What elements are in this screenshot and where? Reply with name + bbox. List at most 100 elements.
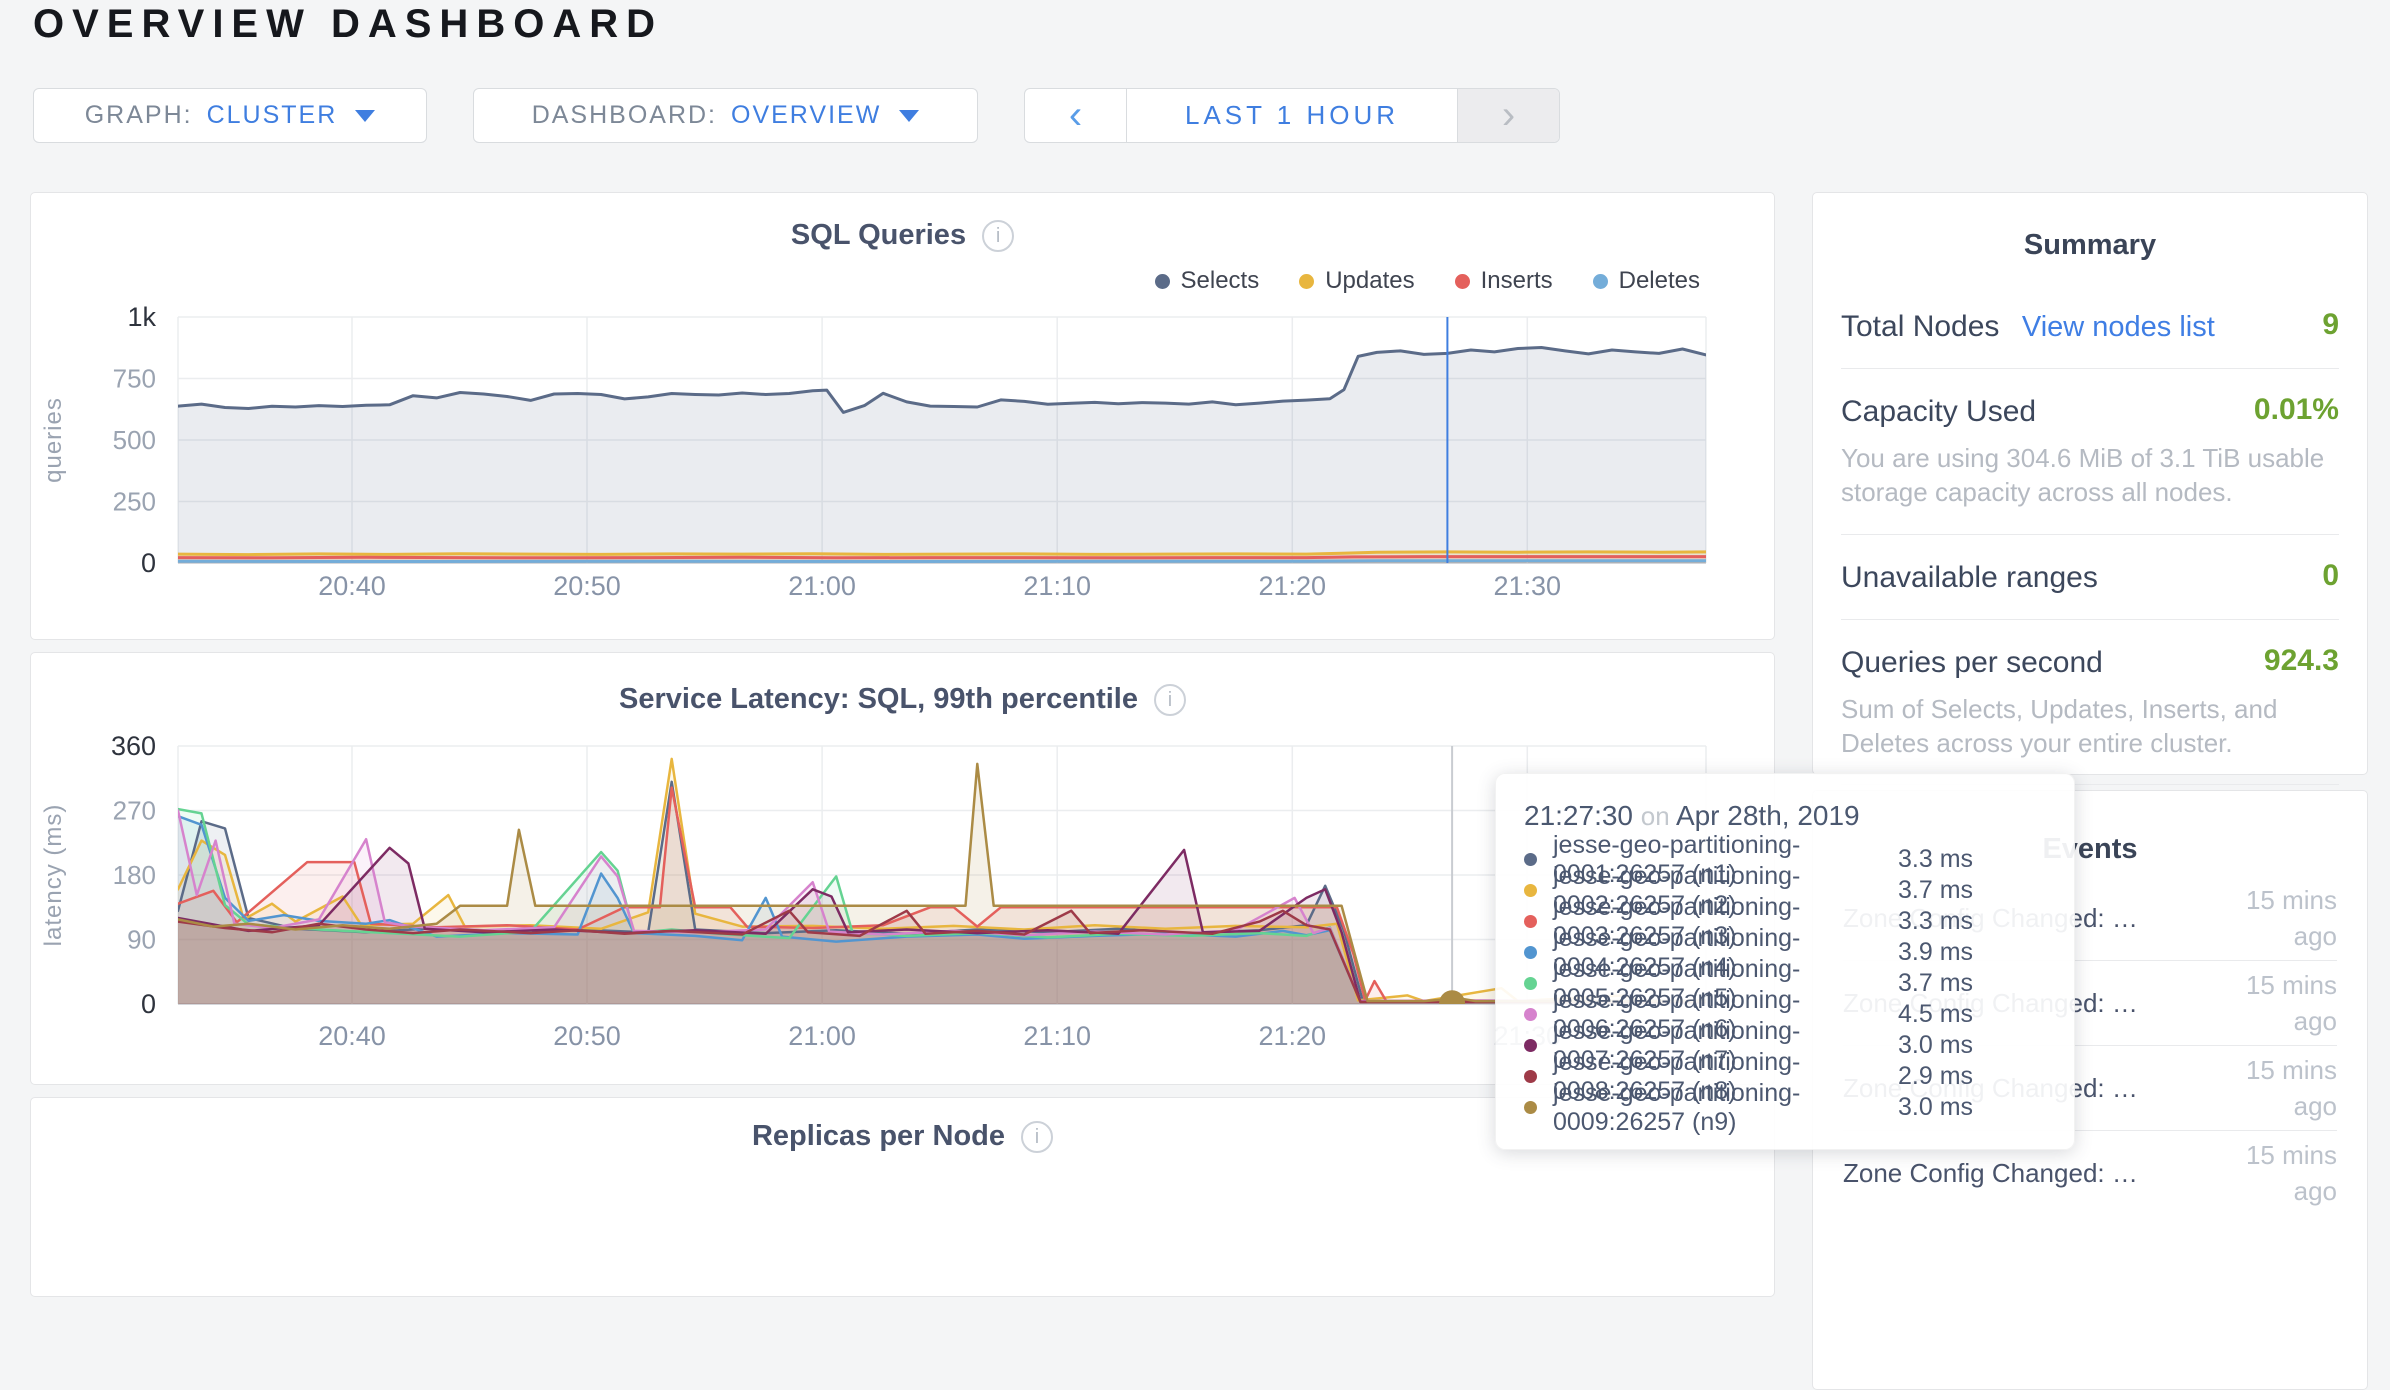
unavailable-ranges-label: Unavailable ranges xyxy=(1841,560,2098,594)
tooltip-node-label: jesse-geo-partitioning-0005:26257 (n5) xyxy=(1553,954,1801,1012)
time-prev-button[interactable]: ‹ xyxy=(1025,89,1127,142)
svg-text:21:30: 21:30 xyxy=(1494,571,1562,601)
svg-text:180: 180 xyxy=(113,860,156,890)
tooltip-node-label: jesse-geo-partitioning-0009:26257 (n9) xyxy=(1553,1078,1801,1136)
event-time: 15 mins ago xyxy=(2245,1055,2337,1121)
legend-label: Selects xyxy=(1180,267,1260,294)
svg-text:21:00: 21:00 xyxy=(788,1021,856,1051)
series-dot-icon xyxy=(1524,1008,1537,1021)
capacity-used-value: 0.01% xyxy=(2253,393,2339,426)
graph-dropdown-value: CLUSTER xyxy=(206,101,338,129)
total-nodes-label: Total Nodes xyxy=(1841,310,2000,343)
svg-text:21:00: 21:00 xyxy=(788,571,856,601)
qps-value: 924.3 xyxy=(2263,643,2339,677)
series-dot-icon xyxy=(1524,915,1537,928)
sql-queries-title-row: SQL Queries i xyxy=(31,219,1774,252)
service-latency-title-row: Service Latency: SQL, 99th percentile i xyxy=(31,683,1774,716)
tooltip-time: 21:27:30 xyxy=(1524,800,1633,831)
summary-row-unavailable-ranges: Unavailable ranges 0 xyxy=(1841,535,2339,620)
event-row[interactable]: Zone Config Changed: User... 15 mins ago xyxy=(1843,876,2337,961)
legend-label: Updates xyxy=(1325,267,1415,294)
summary-row-capacity: Capacity Used 0.01% You are using 304.6 … xyxy=(1841,369,2339,535)
svg-text:270: 270 xyxy=(113,796,156,826)
svg-text:90: 90 xyxy=(127,925,156,955)
time-next-button[interactable]: › xyxy=(1457,89,1559,142)
summary-title: Summary xyxy=(2023,229,2157,261)
svg-text:0: 0 xyxy=(141,989,156,1019)
chart-title: SQL Queries xyxy=(790,219,967,251)
service-latency-plot[interactable]: 0 90 180 270 360 20:40 20:50 21:00 21:10 21:20 21:… xyxy=(31,653,1776,1086)
time-range-button[interactable]: LAST 1 HOUR xyxy=(1184,100,1399,130)
tooltip-on: on xyxy=(1640,801,1670,831)
svg-text:20:40: 20:40 xyxy=(318,571,386,601)
svg-text:500: 500 xyxy=(113,425,156,455)
replicas-title-row: Replicas per Node i xyxy=(31,1120,1774,1153)
time-range-selector: ‹ LAST 1 HOUR › xyxy=(1024,88,1560,143)
tooltip-node-value: 3.7 ms xyxy=(1898,876,1974,904)
chevron-down-icon xyxy=(355,109,376,122)
series-dot-icon xyxy=(1524,977,1537,990)
legend-item[interactable]: Inserts xyxy=(1454,267,1553,295)
dashboard-dropdown-value: OVERVIEW xyxy=(731,101,882,129)
chevron-down-icon xyxy=(899,109,920,122)
tooltip-rows: jesse-geo-partitioning-0001:26257 (n1) 3… xyxy=(1524,831,2046,1136)
tooltip-node-label: jesse-geo-partitioning-0007:26257 (n7) xyxy=(1553,1016,1801,1074)
event-label: Zone Config Changed: User... xyxy=(1843,1157,2148,1188)
tooltip-node-value: 3.3 ms xyxy=(1898,907,1974,935)
tooltip-row: jesse-geo-partitioning-0002:26257 (n2) 3… xyxy=(1524,862,2046,919)
legend-item[interactable]: Deletes xyxy=(1592,267,1700,295)
tooltip-row: jesse-geo-partitioning-0009:26257 (n9) 3… xyxy=(1524,1079,2046,1136)
tooltip-node-value: 3.3 ms xyxy=(1898,845,1974,873)
page-title: OVERVIEW DASHBOARD xyxy=(33,2,663,46)
info-icon[interactable]: i xyxy=(1021,1120,1054,1153)
tooltip-node-label: jesse-geo-partitioning-0001:26257 (n1) xyxy=(1553,830,1801,888)
info-icon[interactable]: i xyxy=(1153,683,1186,716)
chart-title: Service Latency: SQL, 99th percentile xyxy=(619,683,1138,715)
legend-label: Inserts xyxy=(1480,267,1553,294)
chart-hover-tooltip: 21:27:30 on Apr 28th, 2019 jesse-geo-par… xyxy=(1495,773,2075,1150)
overview-dashboard-page: OVERVIEW DASHBOARD GRAPH: CLUSTER DASHBO… xyxy=(30,2,2368,1390)
capacity-used-label: Capacity Used xyxy=(1841,395,2037,428)
tooltip-node-label: jesse-geo-partitioning-0004:26257 (n4) xyxy=(1553,923,1801,981)
tooltip-node-value: 4.5 ms xyxy=(1898,1000,1974,1028)
series-dot-icon xyxy=(1524,1070,1537,1083)
graph-dropdown-label: GRAPH: xyxy=(84,101,193,129)
svg-text:20:40: 20:40 xyxy=(318,1021,386,1051)
tooltip-node-value: 2.9 ms xyxy=(1898,1062,1974,1090)
view-nodes-list-link[interactable]: View nodes list xyxy=(2021,311,2215,343)
tooltip-row: jesse-geo-partitioning-0005:26257 (n5) 3… xyxy=(1524,955,2046,1012)
tooltip-date: Apr 28th, 2019 xyxy=(1675,800,1860,831)
legend-item[interactable]: Selects xyxy=(1154,267,1260,295)
total-nodes-value: 9 xyxy=(2322,308,2339,341)
dashboard-dropdown-label: DASHBOARD: xyxy=(531,101,717,129)
series-dot-icon xyxy=(1524,853,1537,866)
series-dot-icon xyxy=(1524,1039,1537,1052)
unavailable-ranges-value: 0 xyxy=(2322,558,2339,592)
summary-row-total-nodes: Total Nodes View nodes list 9 xyxy=(1841,284,2339,369)
tooltip-node-value: 3.9 ms xyxy=(1898,938,1974,966)
dashboard-controls: GRAPH: CLUSTER DASHBOARD: OVERVIEW ‹ LAS… xyxy=(33,88,1560,143)
event-time: 15 mins ago xyxy=(2245,970,2337,1036)
chart-title: Replicas per Node xyxy=(751,1120,1006,1152)
info-icon[interactable]: i xyxy=(982,219,1015,252)
tooltip-node-value: 3.0 ms xyxy=(1898,1031,1974,1059)
tooltip-node-label: jesse-geo-partitioning-0008:26257 (n8) xyxy=(1553,1047,1801,1105)
chevron-left-icon: ‹ xyxy=(1068,93,1083,137)
series-dot-icon xyxy=(1524,1101,1537,1114)
sql-queries-plot[interactable]: 0 250 500 750 1k 20:40 20:50 21:00 21:10 21:20 21:… xyxy=(31,193,1776,641)
summary-row-qps: Queries per second 924.3 Sum of Selects,… xyxy=(1841,620,2339,786)
graph-dropdown[interactable]: GRAPH: CLUSTER xyxy=(33,88,427,143)
summary-panel: Summary Total Nodes View nodes list 9 Ca… xyxy=(1812,192,2368,844)
service-latency-chart-card: Service Latency: SQL, 99th percentile i … xyxy=(30,652,1775,1085)
dashboard-dropdown[interactable]: DASHBOARD: OVERVIEW xyxy=(473,88,978,143)
svg-text:21:20: 21:20 xyxy=(1259,571,1327,601)
event-row[interactable]: Zone Config Changed: User... 15 mins ago xyxy=(1843,961,2337,1046)
tooltip-header: 21:27:30 on Apr 28th, 2019 xyxy=(1524,800,2046,832)
chart-legend: Selects Updates Inserts Deletes xyxy=(1115,267,1700,295)
svg-text:0: 0 xyxy=(141,548,156,578)
event-time: 15 mins ago xyxy=(2245,885,2337,951)
legend-item[interactable]: Updates xyxy=(1299,267,1415,295)
qps-description: Sum of Selects, Updates, Inserts, and De… xyxy=(1841,693,2278,758)
event-row[interactable]: Zone Config Changed: User... 15 mins ago xyxy=(1843,1046,2337,1131)
svg-text:21:20: 21:20 xyxy=(1259,1021,1327,1051)
